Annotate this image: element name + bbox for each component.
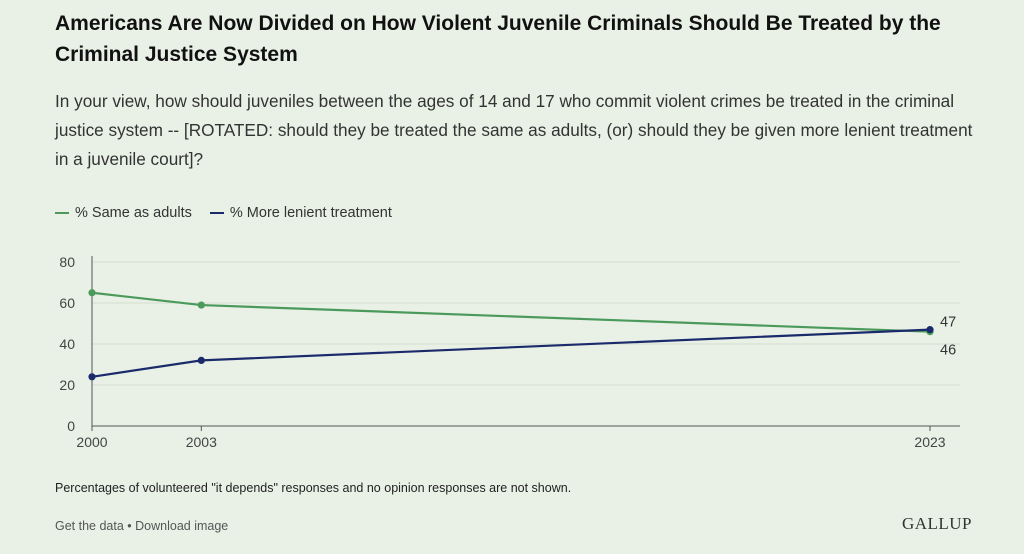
y-tick-label: 60 xyxy=(59,295,75,311)
series-line-more-lenient xyxy=(91,328,931,378)
legend-swatch-lenient xyxy=(209,211,224,215)
x-tick-label: 2023 xyxy=(914,434,945,450)
chart-legend: % Same as adults % More lenient treatmen… xyxy=(55,205,392,221)
legend-item-same: % Same as adults xyxy=(55,205,192,221)
legend-swatch-same xyxy=(55,211,69,215)
footer-separator: • xyxy=(123,519,136,533)
download-image-link[interactable]: Download image xyxy=(135,519,229,533)
data-point-same-as-adults xyxy=(197,301,205,309)
legend-item-lenient: % More lenient treatment xyxy=(209,205,392,221)
series-line-same-as-adults xyxy=(91,291,931,333)
data-point-more-lenient xyxy=(88,373,96,381)
data-point-more-lenient xyxy=(197,356,205,364)
legend-label-same: % Same as adults xyxy=(75,205,192,221)
chart-subtitle: In your view, how should juveniles betwe… xyxy=(55,91,973,169)
y-tick-label: 20 xyxy=(59,377,75,393)
y-tick-label: 0 xyxy=(67,418,75,434)
legend-label-lenient: % More lenient treatment xyxy=(229,205,392,221)
footer-links: Get the data • Download image xyxy=(55,519,228,533)
chart-footnote: Percentages of volunteered "it depends" … xyxy=(55,481,572,495)
y-tick-label: 40 xyxy=(59,336,75,352)
line-chart: 0 20 40 60 80 2000 2003 2023 47 46 xyxy=(59,254,960,450)
data-point-same-as-adults xyxy=(88,289,96,297)
chart-title: Americans Are Now Divided on How Violent… xyxy=(55,12,941,66)
y-tick-label: 80 xyxy=(59,254,75,270)
get-data-link[interactable]: Get the data xyxy=(55,519,124,533)
x-tick-label: 2000 xyxy=(76,434,107,450)
gallup-logo: GALLUP xyxy=(901,514,972,533)
x-tick-label: 2003 xyxy=(186,434,217,450)
data-point-more-lenient xyxy=(926,326,934,334)
end-label-more-lenient: 47 xyxy=(940,315,956,331)
end-label-same-as-adults: 46 xyxy=(940,343,956,359)
